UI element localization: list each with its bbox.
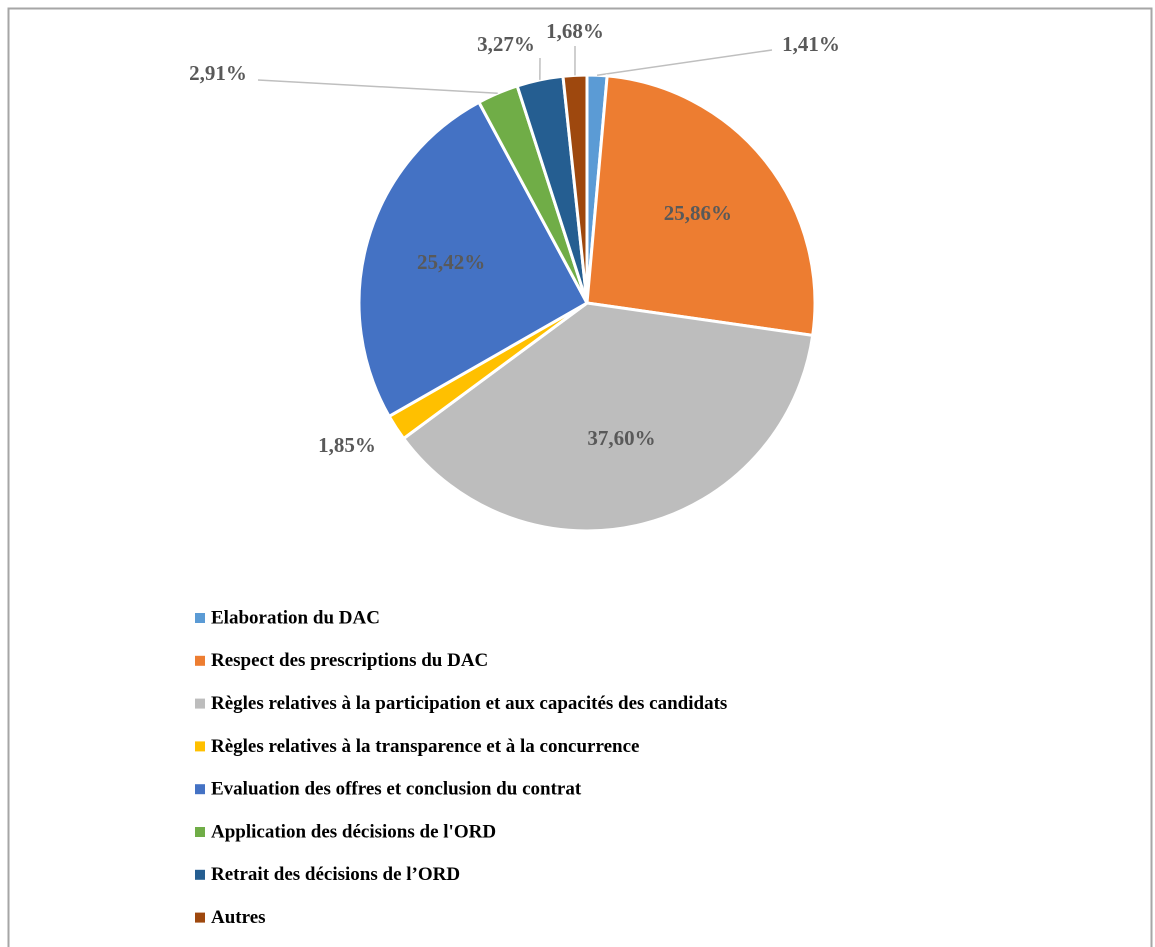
legend-label: Respect des prescriptions du DAC [211, 650, 488, 671]
legend-label: Retrait des décisions de l’ORD [211, 864, 460, 885]
legend-label: Règles relatives à la transparence et à … [211, 736, 639, 757]
data-label: 25,42% [417, 250, 485, 274]
pie-slice [561, 73, 589, 304]
data-label: 25,86% [664, 201, 732, 225]
pie-slice [357, 100, 590, 419]
legend-swatch [195, 613, 205, 623]
legend-label: Règles relatives à la participation et a… [211, 693, 727, 714]
data-label: 3,27% [477, 32, 535, 56]
pie-slice [401, 301, 815, 533]
legend-swatch [195, 784, 205, 795]
legend-swatch [195, 698, 205, 709]
pie-slice [585, 74, 817, 338]
frame [7, 7, 1153, 947]
legend-swatch [195, 827, 205, 837]
legend-swatch [195, 655, 205, 666]
leader-line [596, 49, 773, 76]
legend-swatch [195, 912, 205, 923]
legend-swatch [195, 869, 205, 880]
data-label: 1,41% [782, 32, 840, 56]
data-label: 1,68% [546, 19, 604, 43]
data-label: 37,60% [587, 426, 655, 450]
legend-swatch [195, 741, 205, 752]
legend-label: Elaboration du DAC [211, 607, 380, 628]
legend-label: Autres [211, 907, 266, 928]
legend-label: Application des décisions de l'ORD [211, 821, 496, 842]
leader-line [257, 79, 498, 94]
data-label: 2,91% [189, 61, 247, 85]
data-label: 1,85% [318, 433, 376, 457]
legend-label: Evaluation des offres et conclusion du c… [211, 779, 582, 800]
